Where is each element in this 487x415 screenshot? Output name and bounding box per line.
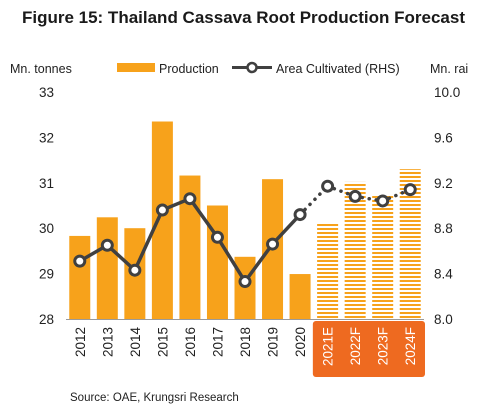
- y-axis-left-label: Mn. tonnes: [10, 62, 72, 76]
- y-right-tick-label: 9.6: [434, 130, 453, 145]
- area-marker: [376, 194, 390, 208]
- area-line-segment-forecast: [298, 184, 330, 217]
- area-line-segment: [270, 212, 302, 246]
- legend-swatch-production: [117, 63, 155, 72]
- x-tick-label: 2015: [155, 327, 170, 357]
- production-bar-forecast: [372, 195, 394, 319]
- area-marker: [348, 189, 362, 203]
- y-right-tick-label: 10.0: [434, 85, 460, 100]
- legend-label-area: Area Cultivated (RHS): [276, 62, 400, 76]
- production-bars: [69, 121, 421, 319]
- production-bar-forecast: [399, 169, 421, 319]
- area-line-segment-forecast: [325, 184, 357, 199]
- x-tick-label-forecast: 2023F: [376, 327, 391, 365]
- y-axis-right-label: Mn. rai: [430, 62, 468, 76]
- y-right-tick-label: 8.8: [434, 221, 453, 236]
- area-line-segment: [243, 242, 275, 284]
- y-axis-left-ticks: 28 29 30 31 32 33: [39, 85, 54, 327]
- y-right-tick-label: 8.4: [434, 267, 453, 282]
- x-tick-label: 2020: [293, 327, 308, 357]
- production-bar-forecast: [344, 181, 366, 319]
- production-bar: [206, 205, 228, 319]
- area-line-segment: [215, 235, 247, 284]
- y-left-tick-label: 31: [39, 176, 54, 191]
- area-marker: [183, 192, 197, 206]
- area-marker: [128, 263, 142, 277]
- x-tick-label-forecast: 2022F: [348, 327, 363, 365]
- y-right-tick-label: 8.0: [434, 312, 453, 327]
- production-bar: [179, 175, 201, 319]
- x-axis-tick-labels: 2012 2013 2014 2015 2016 2017 2018 2019 2020 2021…: [73, 327, 418, 367]
- x-tick-label: 2012: [73, 327, 88, 357]
- y-left-tick-label: 32: [39, 130, 54, 145]
- y-left-tick-label: 30: [39, 221, 54, 236]
- x-tick-label: 2017: [210, 327, 225, 357]
- area-marker: [73, 254, 87, 268]
- x-tick-label: 2013: [100, 327, 115, 357]
- forecast-label-box: [312, 321, 425, 377]
- area-marker: [266, 237, 280, 251]
- area-marker: [321, 179, 335, 193]
- y-left-tick-label: 29: [39, 267, 54, 282]
- x-tick-label: 2019: [266, 327, 281, 357]
- legend-label-production: Production: [159, 62, 219, 76]
- x-tick-label: 2016: [183, 327, 198, 357]
- area-marker: [100, 238, 114, 252]
- area-marker: [155, 203, 169, 217]
- y-left-tick-label: 33: [39, 85, 54, 100]
- area-marker: [238, 275, 252, 289]
- production-bar-forecast: [317, 223, 339, 319]
- x-tick-label-forecast: 2024F: [403, 327, 418, 365]
- y-axis-right-ticks: 8.0 8.4 8.8 9.2 9.6 10.0: [434, 85, 460, 327]
- x-tick-label: 2018: [238, 327, 253, 357]
- area-line-segment: [133, 208, 165, 272]
- forecast-label-background: [312, 321, 425, 377]
- production-bar: [96, 217, 118, 319]
- y-left-tick-label: 28: [39, 312, 54, 327]
- y-right-tick-label: 9.2: [434, 176, 453, 191]
- x-tick-label: 2014: [128, 327, 143, 358]
- legend-swatch-area-marker: [246, 61, 258, 74]
- area-marker: [210, 230, 224, 244]
- area-cultivated-line: [73, 179, 417, 289]
- area-line-segment-forecast: [380, 187, 412, 203]
- area-marker: [293, 208, 307, 222]
- chart-title: Figure 15: Thailand Cassava Root Product…: [21, 8, 466, 27]
- production-bar: [151, 121, 173, 319]
- production-bar: [289, 274, 311, 319]
- source-note: Source: OAE, Krungsri Research: [70, 392, 239, 404]
- area-line-segment: [188, 196, 220, 240]
- area-line-segment-forecast: [353, 194, 385, 203]
- legend: Production Area Cultivated (RHS): [117, 61, 400, 76]
- area-marker: [403, 183, 417, 197]
- production-bar: [69, 235, 91, 319]
- x-tick-label-forecast: 2021E: [321, 327, 336, 366]
